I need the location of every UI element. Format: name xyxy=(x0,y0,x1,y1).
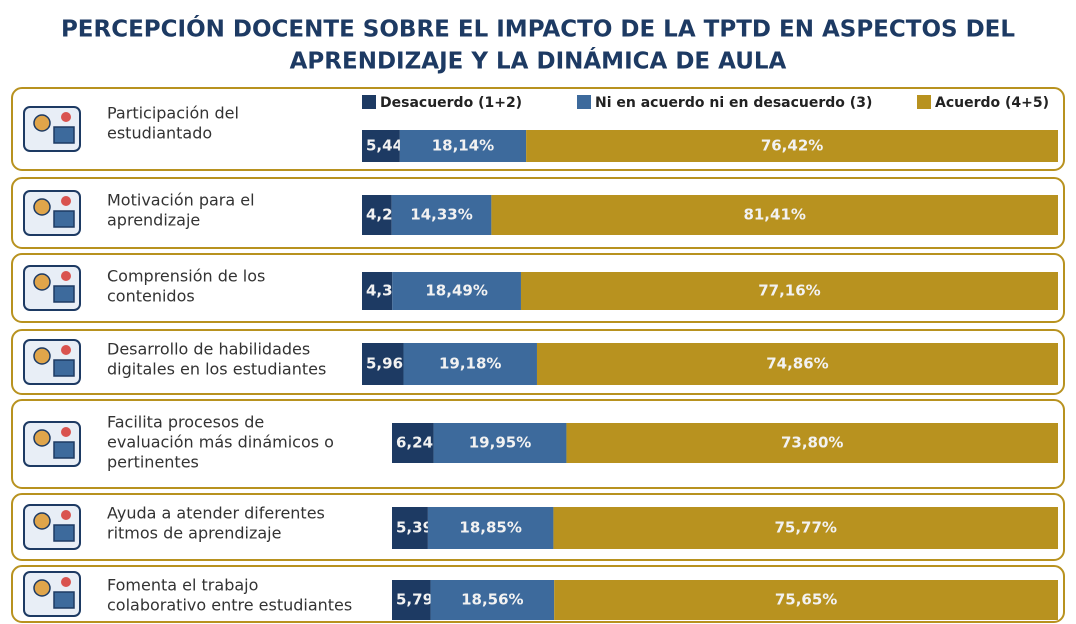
value-label: 76,42% xyxy=(761,137,823,155)
legend-swatch xyxy=(917,95,931,109)
category-label: Facilita procesos de xyxy=(107,413,264,432)
value-label: 74,86% xyxy=(766,355,828,373)
value-label: 81,41% xyxy=(743,206,805,224)
category-label: ritmos de aprendizaje xyxy=(107,524,281,543)
value-label: 18,14% xyxy=(432,137,494,155)
row-icon xyxy=(24,340,80,384)
row-icon xyxy=(24,266,80,310)
row-icon xyxy=(24,191,80,235)
legend-swatch xyxy=(362,95,376,109)
category-label: Ayuda a atender diferentes xyxy=(107,504,325,523)
icon-shape xyxy=(54,286,74,302)
category-label: Comprensión de los xyxy=(107,267,265,286)
category-label: colaborativo entre estudiantes xyxy=(107,596,352,615)
chart-title: PERCEPCIÓN DOCENTE SOBRE EL IMPACTO DE L… xyxy=(61,15,1015,43)
icon-shape xyxy=(61,510,71,520)
category-label: Participación del xyxy=(107,104,239,123)
category-label: estudiantado xyxy=(107,124,212,143)
icon-shape xyxy=(61,427,71,437)
icon-shape xyxy=(61,271,71,281)
icon-shape xyxy=(61,196,71,206)
icon-shape xyxy=(34,274,50,290)
value-label: 18,85% xyxy=(459,519,521,537)
icon-shape xyxy=(54,127,74,143)
category-label: Fomenta el trabajo xyxy=(107,576,258,595)
legend-swatch xyxy=(577,95,591,109)
row-icon xyxy=(24,422,80,466)
category-label: digitales en los estudiantes xyxy=(107,360,326,379)
row-icon xyxy=(24,505,80,549)
category-label: Desarrollo de habilidades xyxy=(107,340,310,359)
legend-label: Ni en acuerdo ni en desacuerdo (3) xyxy=(595,95,872,111)
icon-shape xyxy=(54,211,74,227)
icon-shape xyxy=(54,360,74,376)
icon-shape xyxy=(34,348,50,364)
chart: PERCEPCIÓN DOCENTE SOBRE EL IMPACTO DE L… xyxy=(0,0,1076,624)
value-label: 75,77% xyxy=(774,519,836,537)
icon-shape xyxy=(34,199,50,215)
value-label: 77,16% xyxy=(758,282,820,300)
value-label: 73,80% xyxy=(781,434,843,452)
icon-shape xyxy=(54,592,74,608)
legend-label: Acuerdo (4+5) xyxy=(935,95,1049,111)
category-label: pertinentes xyxy=(107,453,199,472)
icon-shape xyxy=(54,525,74,541)
value-label: 75,65% xyxy=(775,591,837,609)
value-label: 19,95% xyxy=(469,434,531,452)
category-label: aprendizaje xyxy=(107,211,200,230)
value-label: 14,33% xyxy=(410,206,472,224)
icon-shape xyxy=(54,442,74,458)
value-label: 18,56% xyxy=(461,591,523,609)
icon-shape xyxy=(34,513,50,529)
icon-shape xyxy=(61,112,71,122)
category-label: contenidos xyxy=(107,287,195,306)
category-label: Motivación para el xyxy=(107,191,255,210)
icon-shape xyxy=(61,577,71,587)
icon-shape xyxy=(34,115,50,131)
icon-shape xyxy=(61,345,71,355)
row-icon xyxy=(24,107,80,151)
legend-label: Desacuerdo (1+2) xyxy=(380,95,522,111)
value-label: 18,49% xyxy=(425,282,487,300)
category-label: evaluación más dinámicos o xyxy=(107,433,334,452)
value-label: 19,18% xyxy=(439,355,501,373)
row-icon xyxy=(24,572,80,616)
icon-shape xyxy=(34,430,50,446)
chart-title: APRENDIZAJE Y LA DINÁMICA DE AULA xyxy=(290,47,787,75)
icon-shape xyxy=(34,580,50,596)
